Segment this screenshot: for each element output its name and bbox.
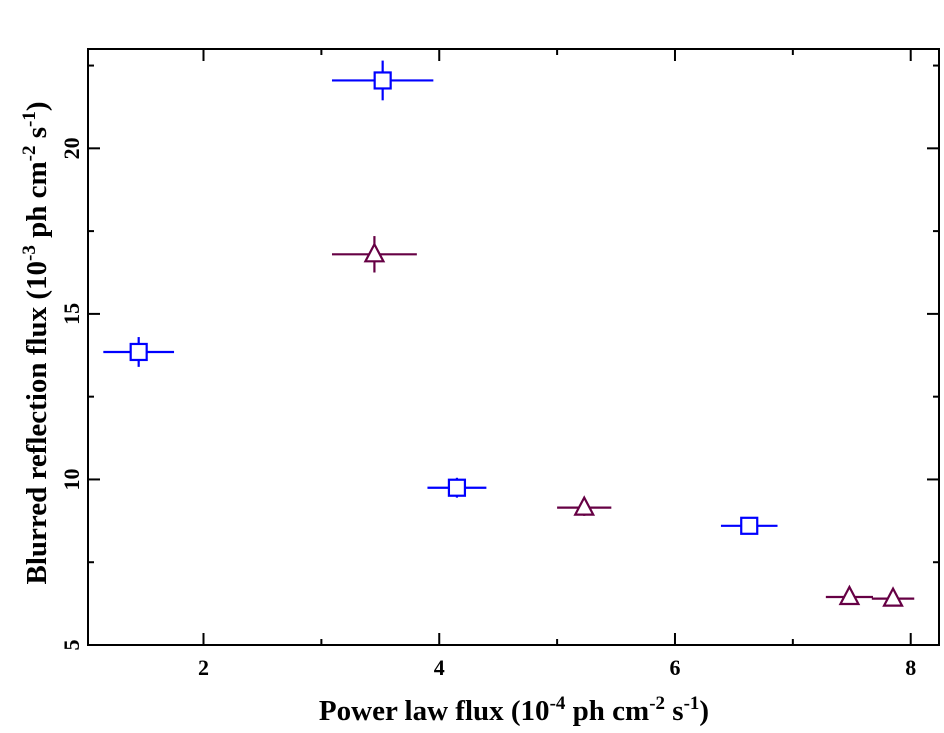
data-point	[103, 337, 175, 367]
x-tick-label: 6	[669, 655, 680, 680]
data-point	[331, 60, 434, 101]
square-marker	[740, 516, 759, 535]
x-axis-label: Power law flux (10-4 ph cm-2 s-1)	[319, 693, 709, 727]
y-tick-label: 10	[59, 468, 84, 490]
y-tick-label: 5	[59, 640, 84, 651]
x-tick-label: 8	[905, 655, 916, 680]
triangle-marker	[573, 495, 596, 516]
y-tick-label: 20	[59, 137, 84, 159]
square-marker	[129, 342, 148, 362]
data-point	[557, 495, 612, 516]
y-axis-ticks: 5 10 15 20	[59, 64, 939, 651]
triangle-marker	[838, 584, 861, 606]
data-point	[871, 586, 915, 607]
square-marker	[447, 478, 467, 497]
data-point	[720, 516, 778, 535]
data-point	[825, 584, 873, 606]
x-axis-ticks: 2 4 6 8	[198, 49, 916, 680]
y-tick-label: 15	[59, 303, 84, 325]
triangle-marker	[882, 586, 904, 607]
x-tick-label: 4	[434, 655, 445, 680]
data-points	[103, 60, 915, 607]
y-axis-label: Blurred reflection flux (10-3 ph cm-2 s-…	[19, 101, 53, 584]
plot-frame	[87, 48, 940, 646]
data-point	[427, 477, 487, 498]
series-1	[103, 60, 778, 535]
data-point	[331, 236, 417, 273]
square-marker	[373, 71, 392, 90]
triangle-marker	[363, 241, 386, 263]
series-2	[331, 236, 915, 607]
x-tick-label: 2	[198, 655, 209, 680]
